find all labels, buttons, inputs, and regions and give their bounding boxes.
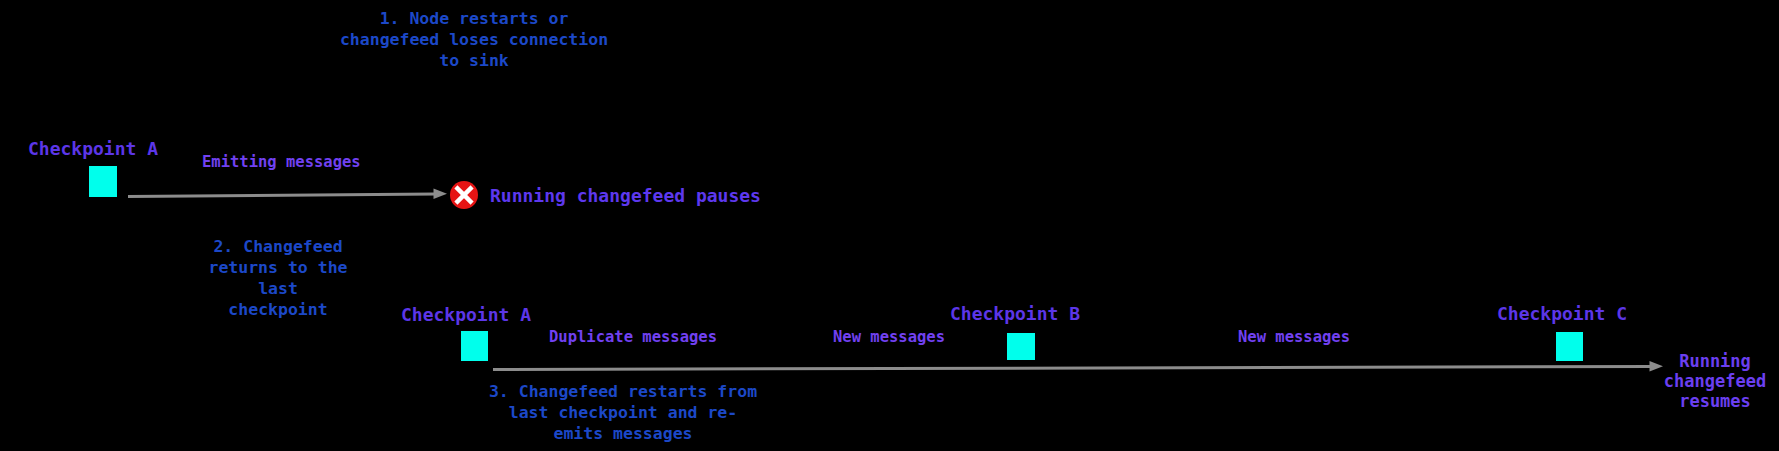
checkpoint-c-marker <box>1556 332 1583 361</box>
running-changefeed-pauses-label: Running changefeed pauses <box>490 185 761 207</box>
resume-arrow <box>493 361 1663 371</box>
step1-note: 1. Node restarts or changefeed loses con… <box>274 8 674 71</box>
emitting-arrow <box>128 189 447 199</box>
step2-note: 2. Changefeed returns to the last checkp… <box>128 236 428 320</box>
new-messages-label-1: New messages <box>833 328 945 347</box>
checkpoint-a-marker-2 <box>461 331 488 361</box>
changefeed-restart-diagram: 1. Node restarts or changefeed loses con… <box>0 0 1779 451</box>
flow-arrows <box>0 0 1779 451</box>
checkpoint-a-marker-1 <box>89 166 117 197</box>
step3-note: 3. Changefeed restarts from last checkpo… <box>473 381 773 444</box>
duplicate-messages-label: Duplicate messages <box>549 328 717 347</box>
checkpoint-c-label: Checkpoint C <box>1497 303 1627 325</box>
x-circle-icon <box>449 180 479 210</box>
checkpoint-b-label: Checkpoint B <box>950 303 1080 325</box>
running-changefeed-resumes-label: Running changefeed resumes <box>1640 351 1779 411</box>
new-messages-label-2: New messages <box>1238 328 1350 347</box>
emitting-messages-label: Emitting messages <box>202 153 361 172</box>
checkpoint-a-label-1: Checkpoint A <box>28 138 158 160</box>
checkpoint-b-marker <box>1007 333 1035 360</box>
checkpoint-a-label-2: Checkpoint A <box>401 304 531 326</box>
